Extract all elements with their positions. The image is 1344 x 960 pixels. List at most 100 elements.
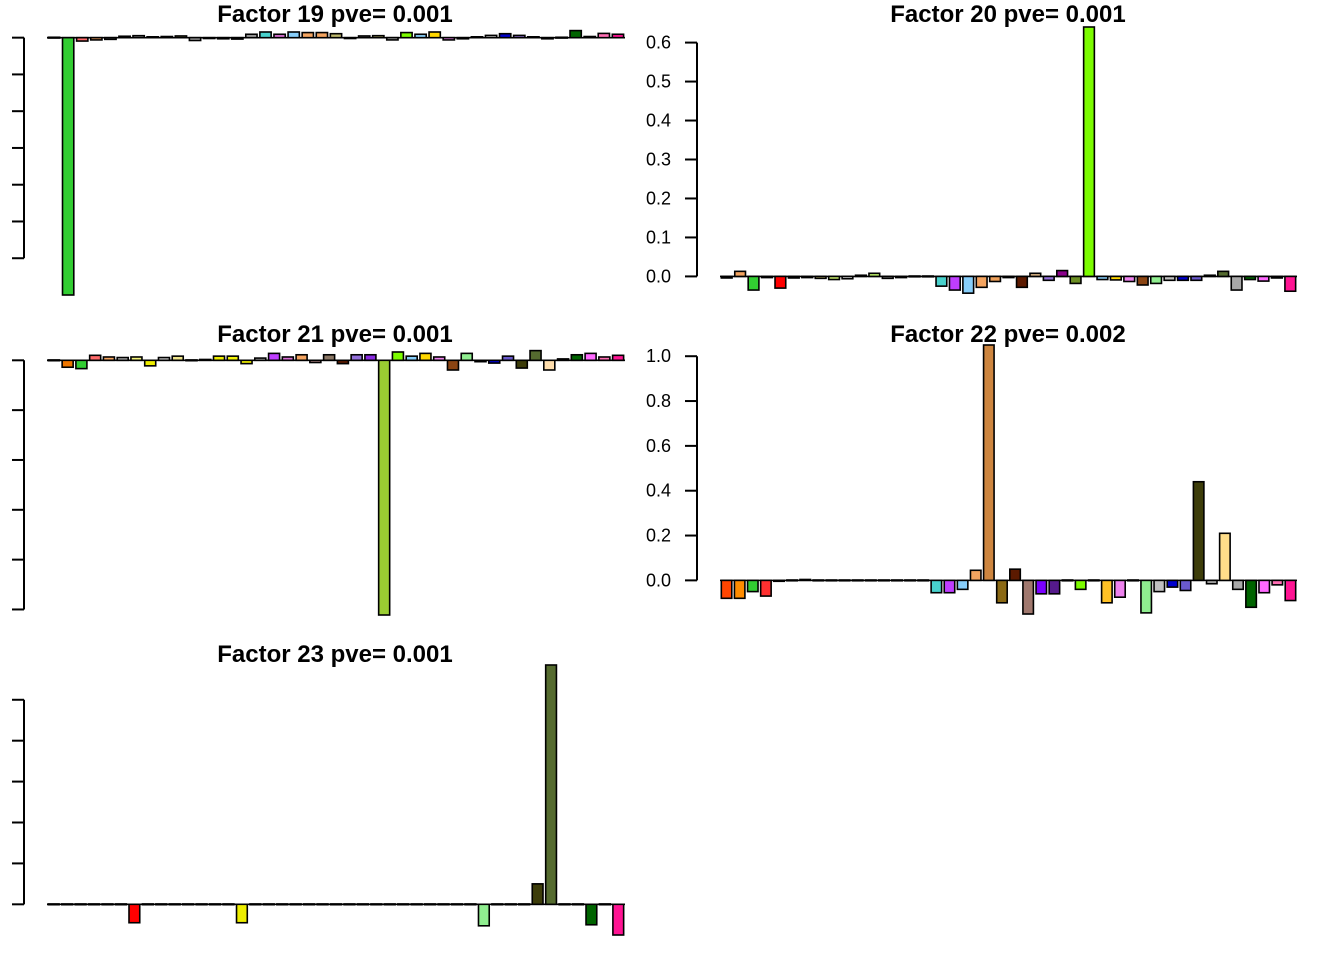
bar [102,356,116,362]
bar [982,344,995,582]
bar [216,36,230,40]
bar [1218,532,1231,582]
bar [146,36,160,39]
bar [512,34,526,39]
panel-title: Factor 23 pve= 0.001 [217,641,452,668]
bar [585,903,598,926]
y-tick-label: 0.3 [646,150,671,170]
bar [446,359,460,371]
bar [405,355,419,362]
bar [515,359,529,369]
bar [1166,579,1179,588]
bar [1035,579,1048,595]
bar [74,903,87,906]
bar [1113,579,1127,598]
bar [1048,579,1061,595]
bar [87,903,101,906]
bar [555,36,568,39]
bar [168,903,181,906]
bar [1002,275,1015,279]
bar [47,359,61,362]
bar [571,903,585,906]
bar [569,29,583,39]
bar [336,359,350,365]
bar [1217,270,1230,278]
bar [720,579,733,600]
bar [171,355,185,362]
bar [267,352,281,362]
bar [383,903,396,906]
y-tick-label: 0.6 [646,436,671,456]
panel-title: Factor 21 pve= 0.001 [217,321,452,348]
bar [935,275,948,287]
bar [61,359,74,369]
bar [1009,568,1022,582]
bar [611,354,625,362]
bar [943,579,956,594]
bar [558,903,571,906]
panel-title: Factor 22 pve= 0.002 [890,321,1125,348]
bar [841,275,854,280]
bar [904,579,917,582]
bar [969,569,982,582]
y-tick-label: 0.0 [646,266,671,286]
bar [1100,579,1113,604]
bar [1149,275,1163,285]
bar [230,36,244,40]
bar [1163,275,1176,282]
bar [556,358,570,362]
bar [377,359,391,616]
bar [222,903,235,906]
bar [437,903,450,906]
bar [188,36,202,42]
bar [295,353,308,362]
bar [894,275,908,279]
bar [1109,275,1123,281]
bar [1270,275,1284,279]
bar [1231,579,1245,591]
bar [1015,275,1029,289]
bar [400,31,413,39]
bar [276,903,289,906]
bar [1257,275,1270,282]
bar [181,903,195,906]
bar [47,36,61,39]
bar [273,33,287,39]
bar [597,32,611,39]
bar [542,359,556,371]
bar [747,275,760,291]
bar [143,359,157,367]
panel-title: Factor 20 pve= 0.001 [890,1,1125,28]
bar [141,903,154,906]
bar [491,903,504,906]
factor-panel-1: Factor 19 pve= 0.001 [12,1,625,296]
bar [195,903,208,906]
panel-title: Factor 19 pve= 0.001 [217,1,452,28]
bar [450,903,464,906]
bar [104,36,117,41]
bar [825,579,838,582]
bar [504,903,517,906]
bar [851,579,864,582]
bar [174,35,188,39]
factor-panel-3: Factor 21 pve= 0.001 [12,321,625,616]
bar [868,272,881,278]
bar [350,353,363,362]
bar [329,903,343,906]
bar [1284,579,1297,602]
bar [397,903,410,906]
bar [370,903,383,906]
bar [1176,275,1190,282]
bar [1284,275,1297,293]
bar [956,579,969,591]
bar [827,275,841,281]
bar [356,903,370,906]
bar [281,356,295,362]
bar [529,349,542,362]
bar [343,36,357,40]
bar [464,903,477,906]
bar [254,357,267,362]
y-tick-label: 0.6 [646,33,671,53]
bar [1258,579,1271,594]
